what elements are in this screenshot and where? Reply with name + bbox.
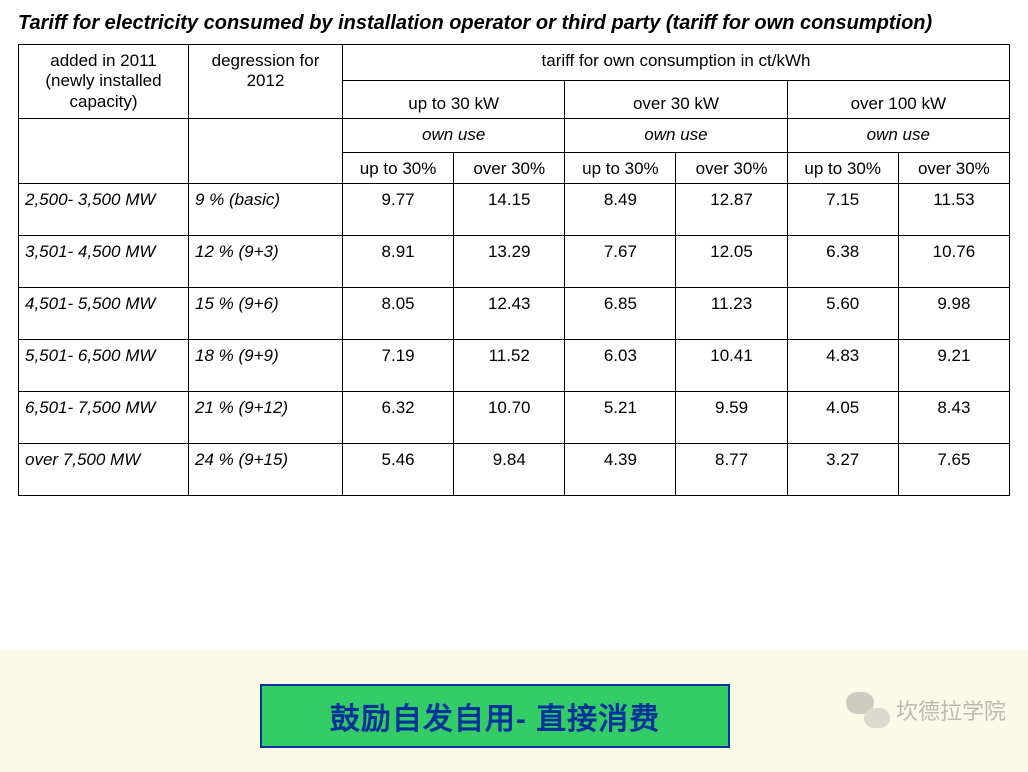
cell-val: 8.49 (565, 183, 676, 235)
callout-text: 鼓励自发自用- 直接消费 (330, 694, 660, 738)
cell-val: 6.85 (565, 287, 676, 339)
tariff-table: added in 2011 (newly installed capacity)… (18, 44, 1010, 496)
cell-degression: 12 % (9+3) (189, 235, 343, 287)
table-row: 3,501- 4,500 MW 12 % (9+3) 8.91 13.29 7.… (19, 235, 1010, 287)
table-row: 5,501- 6,500 MW 18 % (9+9) 7.19 11.52 6.… (19, 339, 1010, 391)
cell-degression: 24 % (9+15) (189, 443, 343, 495)
cell-val: 4.83 (787, 339, 898, 391)
cell-val: 7.19 (343, 339, 454, 391)
cell-val: 5.21 (565, 391, 676, 443)
subhdr-1: over 30% (454, 152, 565, 183)
cell-val: 7.67 (565, 235, 676, 287)
subhdr-2: up to 30% (565, 152, 676, 183)
cell-val: 9.84 (454, 443, 565, 495)
cell-capacity: 5,501- 6,500 MW (19, 339, 189, 391)
cell-capacity: 6,501- 7,500 MW (19, 391, 189, 443)
watermark-text: 坎德拉学院 (896, 694, 1006, 726)
cell-val: 8.05 (343, 287, 454, 339)
cell-val: 9.98 (898, 287, 1009, 339)
table-row: over 7,500 MW 24 % (9+15) 5.46 9.84 4.39… (19, 443, 1010, 495)
cell-val: 10.70 (454, 391, 565, 443)
span-header: tariff for own consumption in ct/kWh (343, 45, 1010, 81)
cell-degression: 9 % (basic) (189, 183, 343, 235)
footer-band: 鼓励自发自用- 直接消费 坎德拉学院 (0, 650, 1028, 772)
table-header-row-1: added in 2011 (newly installed capacity)… (19, 45, 1010, 81)
subhdr-4: up to 30% (787, 152, 898, 183)
cell-val: 3.27 (787, 443, 898, 495)
ownuse-2: own use (787, 119, 1009, 152)
cell-degression: 15 % (9+6) (189, 287, 343, 339)
cell-capacity: 3,501- 4,500 MW (19, 235, 189, 287)
subhdr-3: over 30% (676, 152, 787, 183)
cell-val: 4.05 (787, 391, 898, 443)
col1-header: added in 2011 (newly installed capacity) (19, 45, 189, 119)
cell-val: 4.39 (565, 443, 676, 495)
cell-val: 9.59 (676, 391, 787, 443)
cell-val: 6.32 (343, 391, 454, 443)
group-header-0: up to 30 kW (343, 81, 565, 119)
blank-cell (189, 119, 343, 184)
cell-val: 12.05 (676, 235, 787, 287)
table-row: 4,501- 5,500 MW 15 % (9+6) 8.05 12.43 6.… (19, 287, 1010, 339)
cell-val: 10.76 (898, 235, 1009, 287)
cell-val: 11.52 (454, 339, 565, 391)
cell-val: 7.15 (787, 183, 898, 235)
cell-val: 5.60 (787, 287, 898, 339)
subhdr-5: over 30% (898, 152, 1009, 183)
ownuse-0: own use (343, 119, 565, 152)
table-ownuse-row: own use own use own use (19, 119, 1010, 152)
cell-val: 11.53 (898, 183, 1009, 235)
cell-val: 9.77 (343, 183, 454, 235)
group-header-2: over 100 kW (787, 81, 1009, 119)
wechat-icon (846, 692, 890, 728)
table-row: 2,500- 3,500 MW 9 % (basic) 9.77 14.15 8… (19, 183, 1010, 235)
ownuse-1: own use (565, 119, 787, 152)
cell-val: 9.21 (898, 339, 1009, 391)
cell-val: 6.03 (565, 339, 676, 391)
subhdr-0: up to 30% (343, 152, 454, 183)
cell-capacity: over 7,500 MW (19, 443, 189, 495)
cell-degression: 18 % (9+9) (189, 339, 343, 391)
table-row: 6,501- 7,500 MW 21 % (9+12) 6.32 10.70 5… (19, 391, 1010, 443)
cell-val: 14.15 (454, 183, 565, 235)
cell-degression: 21 % (9+12) (189, 391, 343, 443)
cell-val: 7.65 (898, 443, 1009, 495)
col2-header: degression for 2012 (189, 45, 343, 119)
cell-val: 8.91 (343, 235, 454, 287)
page-title: Tariff for electricity consumed by insta… (0, 0, 1028, 44)
cell-capacity: 2,500- 3,500 MW (19, 183, 189, 235)
cell-val: 13.29 (454, 235, 565, 287)
cell-val: 12.87 (676, 183, 787, 235)
callout-box: 鼓励自发自用- 直接消费 (260, 684, 730, 748)
cell-val: 11.23 (676, 287, 787, 339)
group-header-1: over 30 kW (565, 81, 787, 119)
cell-val: 10.41 (676, 339, 787, 391)
cell-val: 8.43 (898, 391, 1009, 443)
cell-val: 5.46 (343, 443, 454, 495)
watermark: 坎德拉学院 (846, 692, 1006, 728)
cell-val: 6.38 (787, 235, 898, 287)
cell-val: 12.43 (454, 287, 565, 339)
cell-val: 8.77 (676, 443, 787, 495)
blank-cell (19, 119, 189, 184)
cell-capacity: 4,501- 5,500 MW (19, 287, 189, 339)
